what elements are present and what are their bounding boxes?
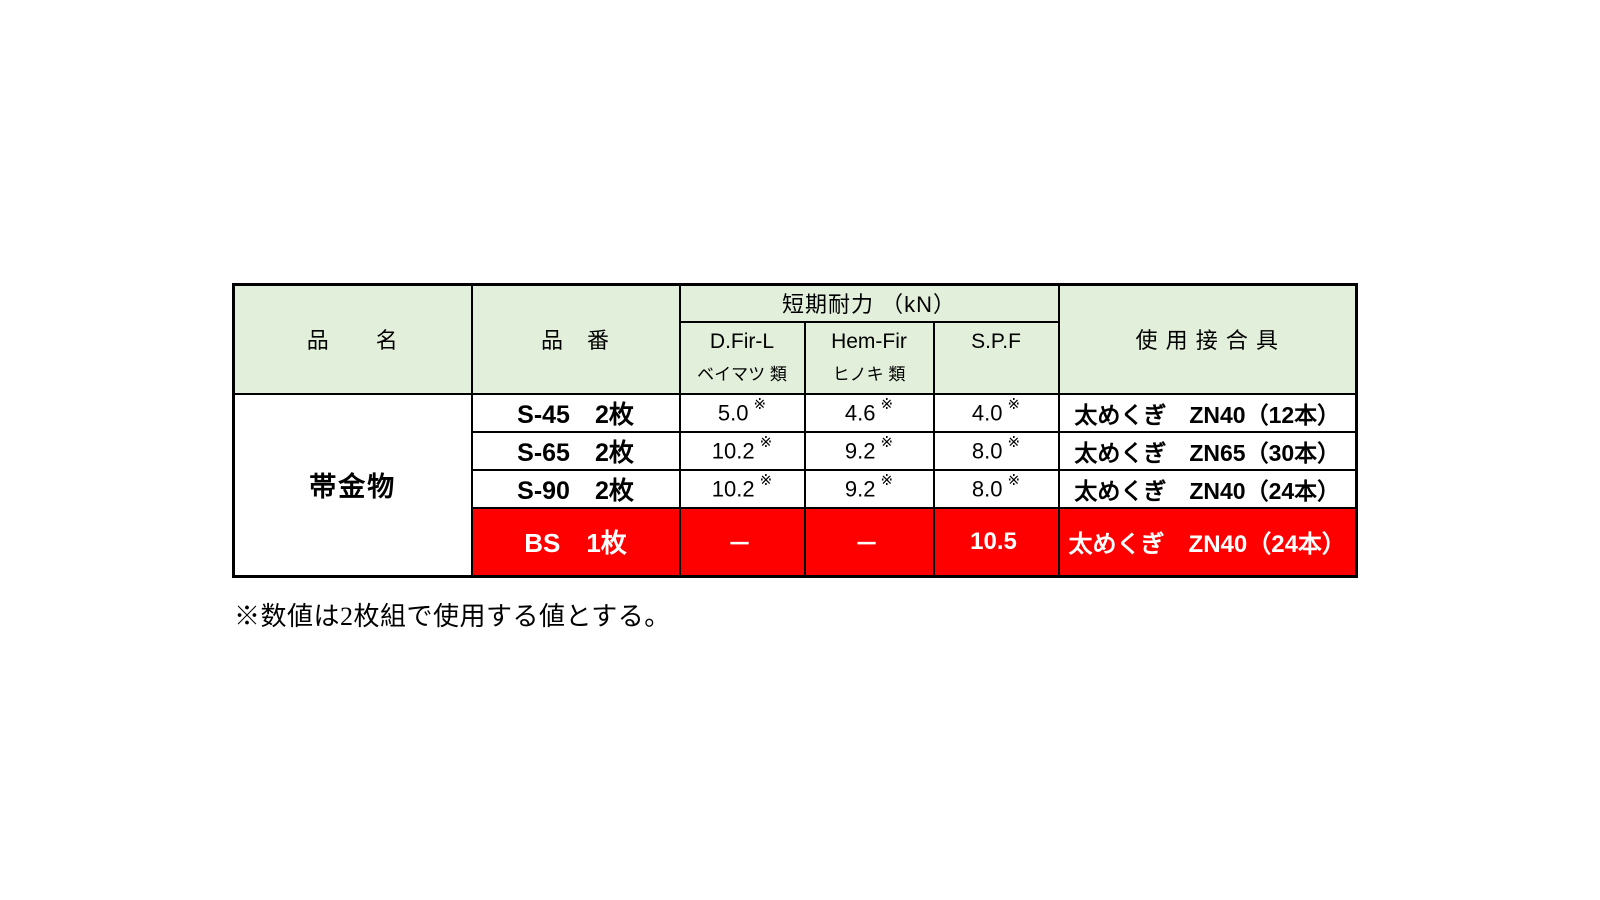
header-species-hemfir: Hem-Fir ヒノキ 類: [803, 320, 935, 395]
header-species-dfirl: D.Fir-L ベイマツ 類: [678, 320, 806, 395]
value-cell-s65-spf: 8.0 ※: [932, 430, 1060, 471]
header-species-spf: S.P.F: [932, 320, 1060, 395]
value-text: 4.0: [971, 400, 1003, 426]
value-text: 9.2: [844, 476, 876, 502]
value-text: －: [854, 531, 879, 559]
value-text: －: [727, 531, 752, 559]
note-mark-icon: ※: [880, 434, 894, 452]
header-fastener: 使 用 接 合 具: [1057, 283, 1358, 395]
value-text: 10.5: [970, 528, 1017, 556]
value-cell-bs-hemfir: －: [803, 506, 935, 578]
header-strength-group: 短期耐力 （kN）: [678, 283, 1060, 323]
note-mark-icon: ※: [753, 396, 767, 414]
value-text: 5.0: [717, 400, 749, 426]
code-cell-s45: S-45 2枚: [470, 392, 681, 433]
table-row-s65: S-65 2枚 10.2 ※ 9.2 ※ 8.0 ※ 太めくぎ ZN65（30本）: [234, 430, 1358, 471]
code-cell-bs: BS 1枚: [470, 506, 681, 578]
value-cell-bs-dfirl: －: [678, 506, 806, 578]
value-cell-s90-spf: 8.0 ※: [932, 468, 1060, 509]
note-mark-icon: ※: [880, 472, 894, 490]
species-wrap: S.P.F: [936, 328, 1057, 386]
table-row-s45: 帯金物 S-45 2枚 5.0 ※ 4.6 ※ 4.0 ※ 太めくぎ ZN40（12本…: [232, 392, 1358, 578]
value-text: 10.2: [711, 476, 755, 502]
value-cell-bs-spf: 10.5: [932, 506, 1060, 578]
value-cell-s65-hemfir: 9.2 ※: [803, 430, 935, 471]
species-wrap: D.Fir-L ベイマツ 類: [682, 328, 803, 386]
value-cell-s45-dfirl: 5.0 ※: [678, 392, 806, 433]
product-name-cell: 帯金物: [232, 392, 473, 578]
header-product-name: 品 名: [232, 283, 473, 395]
note-mark-icon: ※: [759, 472, 773, 490]
fastener-cell-s45: 太めくぎ ZN40（12本）: [1057, 392, 1358, 433]
species-label-spf: S.P.F: [971, 329, 1021, 353]
note-mark-icon: ※: [759, 434, 773, 452]
code-cell-s65: S-65 2枚: [470, 430, 681, 471]
fastener-cell-s65: 太めくぎ ZN65（30本）: [1057, 430, 1358, 471]
species-label-hemfir: Hem-Fir: [831, 329, 907, 353]
species-label-dfirl: D.Fir-L: [709, 329, 775, 353]
value-cell-s45-hemfir: 4.6 ※: [803, 392, 935, 433]
value-cell-s90-hemfir: 9.2 ※: [803, 468, 935, 509]
note-mark-icon: ※: [1007, 472, 1021, 490]
note-mark-icon: ※: [880, 396, 894, 414]
header-row-species: D.Fir-L ベイマツ 類 Hem-Fir ヒノキ 類 S.P.F: [234, 320, 1357, 395]
value-text: 8.0: [971, 438, 1003, 464]
value-cell-s90-dfirl: 10.2 ※: [678, 468, 806, 509]
species-wrap: Hem-Fir ヒノキ 類: [807, 328, 932, 386]
species-sublabel-hemfir: ヒノキ 類: [832, 364, 906, 384]
note-mark-icon: ※: [1007, 434, 1021, 452]
code-cell-s90: S-90 2枚: [470, 468, 681, 509]
value-text: 10.2: [711, 438, 755, 464]
value-text: 4.6: [844, 400, 876, 426]
value-cell-s45-spf: 4.0 ※: [932, 392, 1060, 433]
value-text: 9.2: [844, 438, 876, 464]
table-row-bs-highlighted: BS 1枚 － － 10.5 太めくぎ ZN40（24本）: [234, 506, 1358, 578]
fastener-cell-bs: 太めくぎ ZN40（24本）: [1057, 506, 1358, 578]
species-sublabel-dfirl: ベイマツ 類: [697, 364, 787, 384]
header-row-top: 品 名 品 番 短期耐力 （kN） 使 用 接 合 具: [232, 283, 1358, 395]
header-product-code: 品 番: [470, 283, 681, 395]
spec-table: 品 名 品 番 短期耐力 （kN） 使 用 接 合 具 D.Fir-L ベイマツ…: [232, 283, 1358, 578]
value-text: 8.0: [971, 476, 1003, 502]
value-cell-s65-dfirl: 10.2 ※: [678, 430, 806, 471]
footnote: ※数値は2枚組で使用する値とする。: [234, 602, 671, 631]
note-mark-icon: ※: [1007, 396, 1021, 414]
fastener-cell-s90: 太めくぎ ZN40（24本）: [1057, 468, 1358, 509]
table-row-s90: S-90 2枚 10.2 ※ 9.2 ※ 8.0 ※ 太めくぎ ZN40（24本）: [234, 468, 1358, 509]
